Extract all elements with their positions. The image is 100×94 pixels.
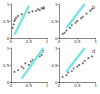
svg-text:d: d	[92, 48, 95, 54]
svg-text:0: 0	[6, 79, 10, 85]
svg-text:b: b	[92, 4, 95, 10]
svg-text:0.5: 0.5	[74, 39, 81, 44]
svg-text:a: a	[42, 4, 45, 10]
svg-text:0: 0	[10, 39, 13, 44]
svg-text:c: c	[42, 48, 45, 54]
svg-text:1: 1	[94, 83, 97, 88]
svg-text:1: 1	[7, 2, 10, 7]
svg-text:0.5: 0.5	[51, 63, 58, 68]
svg-text:1: 1	[7, 46, 10, 51]
svg-text:0: 0	[58, 39, 61, 44]
svg-text:1: 1	[55, 46, 58, 51]
svg-text:0.5: 0.5	[3, 63, 10, 68]
svg-text:1: 1	[46, 39, 49, 44]
svg-text:0.5: 0.5	[26, 83, 33, 88]
svg-text:1: 1	[94, 39, 97, 44]
svg-text:0.5: 0.5	[51, 19, 58, 24]
svg-text:0.5: 0.5	[3, 19, 10, 24]
svg-text:0: 0	[55, 79, 58, 85]
svg-text:0.5: 0.5	[26, 39, 33, 44]
svg-text:1: 1	[46, 83, 49, 88]
svg-text:0: 0	[10, 83, 13, 88]
svg-text:0: 0	[58, 83, 61, 88]
svg-text:0: 0	[6, 35, 10, 41]
svg-text:0: 0	[55, 35, 58, 41]
svg-text:0.5: 0.5	[74, 83, 81, 88]
svg-text:1: 1	[55, 2, 58, 7]
